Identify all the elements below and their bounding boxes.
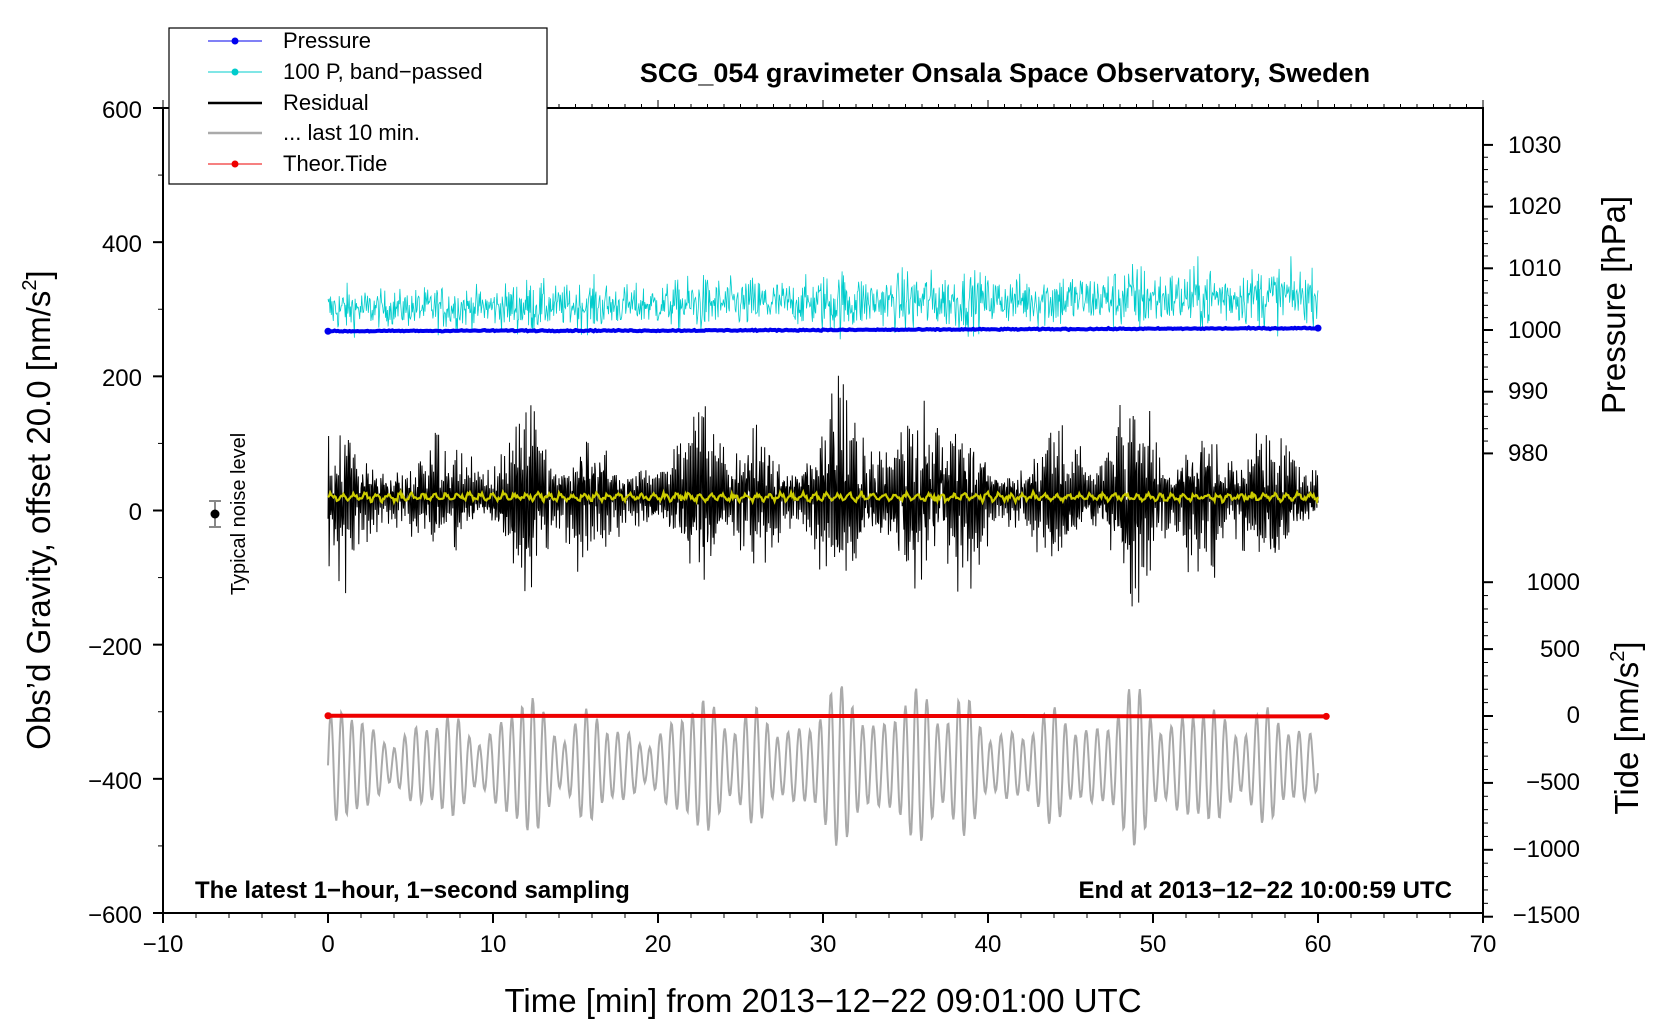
x-axis-label: Time [min] from 2013−12−22 09:01:00 UTC	[504, 982, 1141, 1019]
left-y-axis-label-main: Obs’d Gravity, offset 20.0 [nm/s	[20, 291, 57, 750]
left-y-tick-labels: 600 400 200 0 −200 −400 −600	[88, 97, 142, 929]
legend-marker-pressure	[231, 37, 239, 45]
chart-title: SCG_054 gravimeter Onsala Space Observat…	[640, 58, 1370, 88]
tide-axis-label-bracket: ]	[1608, 641, 1645, 650]
tide-tick-label: −1000	[1513, 836, 1580, 863]
left-y-tick-label: 600	[102, 97, 142, 124]
x-tick-label: 0	[321, 931, 334, 958]
pressure-tick-labels: 1030 1020 1010 1000 990 980	[1508, 132, 1561, 467]
noise-label: Typical noise level	[228, 433, 250, 595]
legend-label: Theor.Tide	[283, 151, 387, 176]
legend-label: Pressure	[283, 28, 371, 53]
left-y-tick-label: −400	[88, 768, 142, 795]
series-point-tide-start	[324, 712, 332, 720]
legend-label: Residual	[283, 90, 369, 115]
series-line-bandpassed	[327, 256, 1319, 340]
series-layer	[324, 256, 1330, 846]
left-y-tick-label: 0	[129, 499, 142, 526]
noise-point	[210, 509, 220, 519]
series-line-pressure	[328, 325, 1319, 334]
series-line-last10	[327, 686, 1319, 846]
x-tick-label: 10	[480, 931, 507, 958]
tide-tick-label: 500	[1540, 636, 1580, 663]
left-y-tick-label: −200	[88, 634, 142, 661]
pressure-tick-label: 1010	[1508, 255, 1561, 282]
x-tick-labels: −10 0 10 20 30 40 50 60 70	[143, 931, 1497, 958]
series-line-tide	[327, 713, 1327, 719]
legend-label: 100 P, band−passed	[283, 59, 483, 84]
x-tick-label: 30	[810, 931, 837, 958]
left-y-axis-label: Obs’d Gravity, offset 20.0 [nm/s2]	[19, 270, 57, 749]
legend-item-pressure: Pressure	[208, 28, 371, 53]
series-point-pressure-end	[1314, 324, 1322, 332]
legend-box	[168, 27, 548, 185]
legend-item-bandpassed: 100 P, band−passed	[208, 59, 483, 84]
end-time-note: End at 2013−12−22 10:00:59 UTC	[1078, 877, 1452, 904]
pressure-axis-label: Pressure [hPa]	[1595, 196, 1632, 414]
x-tick-label: 20	[645, 931, 672, 958]
tide-axis-label-superscript: 2	[1607, 651, 1629, 662]
legend-label: ... last 10 min.	[283, 120, 420, 145]
x-tick-label: 50	[1140, 931, 1167, 958]
pressure-tick-label: 1020	[1508, 193, 1561, 220]
series-point-tide-end	[1322, 712, 1330, 720]
tide-axis-label-main: Tide [nm/s	[1608, 662, 1645, 815]
tide-tick-labels: 1000 500 0 −500 −1000 −1500	[1513, 569, 1580, 929]
series-line-residual	[327, 375, 1319, 607]
noise-marker: Typical noise level	[209, 433, 250, 595]
x-tick-label: 70	[1470, 931, 1497, 958]
left-y-axis-label-superscript: 2	[19, 279, 41, 290]
sampling-note: The latest 1−hour, 1−second sampling	[195, 877, 630, 904]
legend-item-tide: Theor.Tide	[208, 151, 387, 176]
pressure-tick-label: 1030	[1508, 132, 1561, 159]
legend-item-residual: Residual	[208, 90, 369, 115]
pressure-tick-label: 1000	[1508, 317, 1561, 344]
legend-marker-bandpassed	[231, 68, 239, 76]
x-tick-label: 60	[1305, 931, 1332, 958]
series-line-filtered	[327, 488, 1320, 506]
left-y-axis-label-bracket: ]	[20, 270, 57, 279]
tide-tick-label: −1500	[1513, 902, 1580, 929]
legend-item-last10: ... last 10 min.	[208, 120, 420, 145]
left-y-tick-label: 200	[102, 365, 142, 392]
left-y-tick-label: 400	[102, 231, 142, 258]
legend-marker-tide	[231, 160, 239, 168]
pressure-tick-label: 990	[1508, 378, 1548, 405]
pressure-tick-label: 980	[1508, 440, 1548, 467]
tide-axis-label: Tide [nm/s2]	[1607, 641, 1645, 814]
x-tick-label: 40	[975, 931, 1002, 958]
tide-tick-label: 1000	[1527, 569, 1580, 596]
left-y-tick-label: −600	[88, 902, 142, 929]
tide-tick-label: 0	[1567, 702, 1580, 729]
legend: Pressure 100 P, band−passed Residual ...…	[168, 27, 548, 185]
x-tick-label: −10	[143, 931, 184, 958]
series-point-pressure-start	[324, 327, 332, 335]
tide-tick-label: −500	[1526, 769, 1580, 796]
